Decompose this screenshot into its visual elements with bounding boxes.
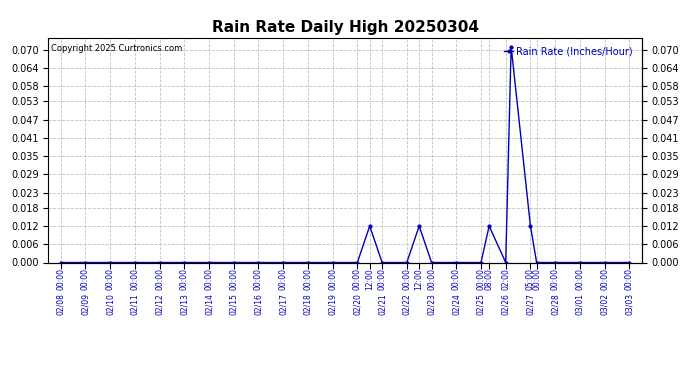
Text: 08:00: 08:00 [484, 268, 493, 290]
Text: 00:00: 00:00 [279, 268, 288, 290]
Text: 02/25: 02/25 [477, 293, 486, 315]
Title: Rain Rate Daily High 20250304: Rain Rate Daily High 20250304 [212, 20, 478, 35]
Text: 00:00: 00:00 [600, 268, 609, 290]
Text: 02/10: 02/10 [106, 293, 115, 315]
Text: 00:00: 00:00 [304, 268, 313, 290]
Text: 02/21: 02/21 [377, 293, 386, 315]
Text: 02/16: 02/16 [254, 293, 263, 315]
Text: 00:00: 00:00 [452, 268, 461, 290]
Text: 02/18: 02/18 [304, 293, 313, 315]
Text: 05:00: 05:00 [526, 268, 535, 290]
Text: 00:00: 00:00 [625, 268, 634, 290]
Text: 00:00: 00:00 [532, 268, 541, 290]
Text: 02/15: 02/15 [229, 293, 238, 315]
Text: 00:00: 00:00 [106, 268, 115, 290]
Text: 00:00: 00:00 [575, 268, 584, 290]
Text: 00:00: 00:00 [204, 268, 213, 290]
Text: 02/08: 02/08 [56, 293, 65, 315]
Text: 00:00: 00:00 [254, 268, 263, 290]
Legend: Rain Rate (Inches/Hour): Rain Rate (Inches/Hour) [500, 42, 637, 60]
Text: 02/22: 02/22 [402, 293, 411, 315]
Text: 00:00: 00:00 [402, 268, 411, 290]
Text: 12:00: 12:00 [415, 268, 424, 290]
Text: 00:00: 00:00 [130, 268, 139, 290]
Text: 00:00: 00:00 [81, 268, 90, 290]
Text: 02/09: 02/09 [81, 293, 90, 315]
Text: 02/24: 02/24 [452, 293, 461, 315]
Text: 02/11: 02/11 [130, 293, 139, 315]
Text: 02/26: 02/26 [501, 293, 510, 315]
Text: 00:00: 00:00 [155, 268, 164, 290]
Text: 00:00: 00:00 [427, 268, 436, 290]
Text: 03/01: 03/01 [575, 293, 584, 315]
Text: 02/14: 02/14 [204, 293, 213, 315]
Text: 00:00: 00:00 [180, 268, 189, 290]
Text: 02/13: 02/13 [180, 293, 189, 315]
Text: 03/03: 03/03 [625, 293, 634, 315]
Text: 02/17: 02/17 [279, 293, 288, 315]
Text: 02/20: 02/20 [353, 293, 362, 315]
Text: 02/19: 02/19 [328, 293, 337, 315]
Text: Copyright 2025 Curtronics.com: Copyright 2025 Curtronics.com [51, 44, 183, 53]
Text: 02/12: 02/12 [155, 293, 164, 315]
Text: 00:00: 00:00 [56, 268, 65, 290]
Text: 00:00: 00:00 [353, 268, 362, 290]
Text: 00:00: 00:00 [377, 268, 386, 290]
Text: 00:00: 00:00 [477, 268, 486, 290]
Text: 03/02: 03/02 [600, 293, 609, 315]
Text: 00:00: 00:00 [328, 268, 337, 290]
Text: 02/27: 02/27 [526, 293, 535, 315]
Text: 02/23: 02/23 [427, 293, 436, 315]
Text: 00:00: 00:00 [551, 268, 560, 290]
Text: 12:00: 12:00 [365, 268, 374, 290]
Text: 02:00: 02:00 [501, 268, 510, 290]
Text: 02/28: 02/28 [551, 293, 560, 315]
Text: 00:00: 00:00 [229, 268, 238, 290]
